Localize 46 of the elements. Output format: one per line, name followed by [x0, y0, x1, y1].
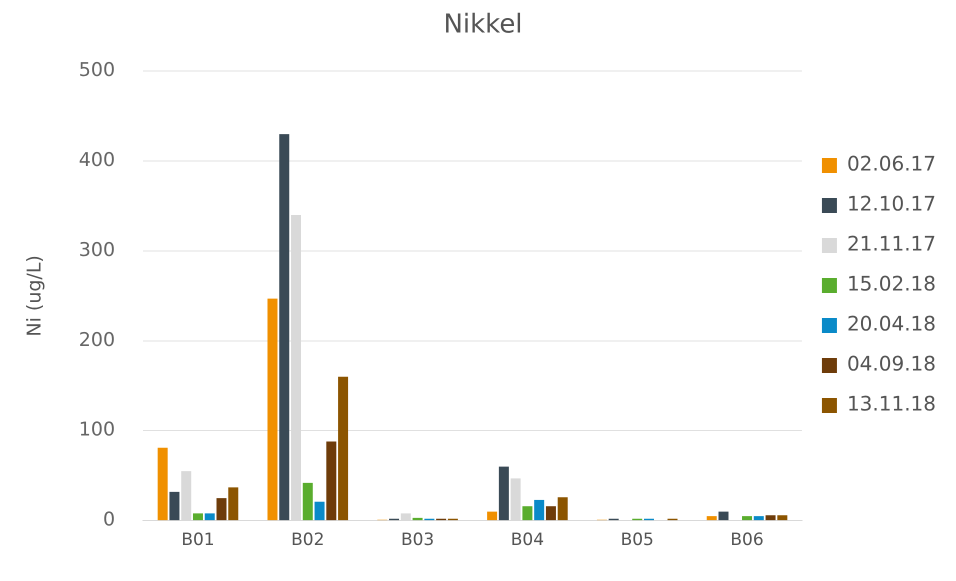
x-tick-label: B04 [510, 530, 544, 550]
legend-label: 02.06.17 [846, 152, 936, 176]
y-tick-label: 0 [102, 508, 116, 531]
x-tick-label: B06 [730, 530, 764, 550]
bar [267, 298, 278, 520]
bar [192, 513, 203, 520]
bar [766, 515, 776, 520]
x-tick-label: B03 [400, 530, 434, 550]
legend-label: 12.10.17 [846, 192, 936, 216]
bar [204, 513, 215, 520]
legend-label: 04.09.18 [846, 352, 936, 376]
bar [706, 516, 717, 520]
legend-label: 20.04.18 [846, 312, 936, 336]
bar [169, 492, 180, 520]
bar [718, 512, 728, 520]
chart-title: Nikkel [443, 9, 523, 40]
bar [754, 516, 764, 520]
bar [546, 506, 556, 520]
bar [498, 466, 509, 520]
y-tick-label: 300 [78, 238, 116, 261]
legend-label: 21.11.17 [846, 232, 936, 256]
x-tick-label: B01 [181, 530, 215, 550]
y-tick-label: 400 [78, 149, 116, 172]
y-tick-label: 500 [78, 59, 116, 82]
legend-label: 13.11.18 [846, 392, 936, 416]
bar [314, 502, 325, 520]
bar [216, 498, 227, 520]
legend-label: 15.02.18 [846, 272, 936, 296]
x-tick-label: B02 [291, 530, 324, 550]
bar [558, 497, 568, 520]
bar [158, 448, 168, 520]
bar [487, 512, 498, 520]
bar [522, 506, 532, 520]
y-tick-label: 100 [78, 418, 116, 441]
bar [742, 516, 752, 520]
y-axis-title: Ni (ug/L) [23, 255, 46, 337]
bar [302, 482, 313, 520]
bar [228, 487, 238, 520]
bar [279, 134, 290, 520]
bar [534, 500, 544, 520]
x-tick-label: B05 [620, 530, 654, 550]
bar [777, 515, 788, 520]
bar [412, 518, 423, 520]
bar [326, 442, 336, 520]
y-tick-label: 200 [78, 328, 116, 351]
bar [338, 376, 348, 520]
